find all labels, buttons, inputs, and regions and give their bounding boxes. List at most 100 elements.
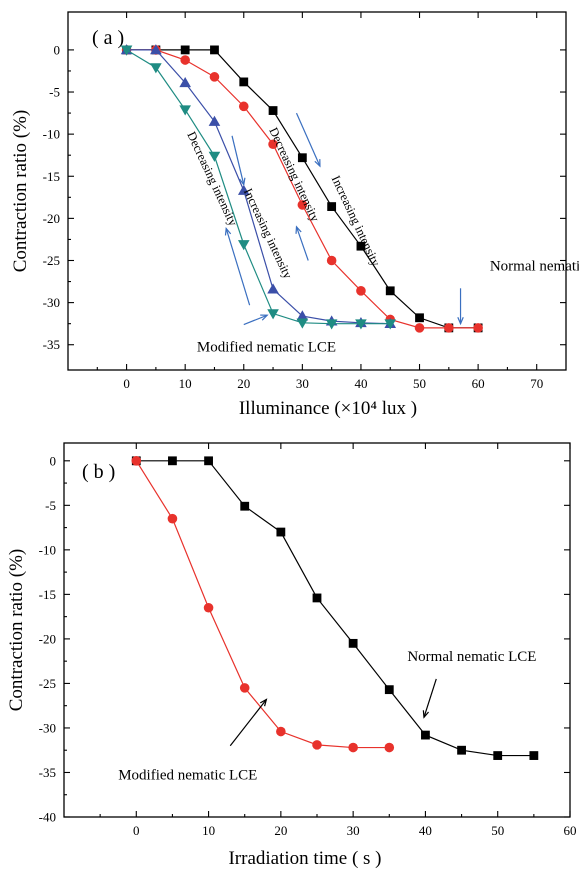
data-point <box>203 602 214 613</box>
arrow-head <box>260 314 269 321</box>
x-tick-label: 20 <box>237 376 250 391</box>
data-point <box>240 501 250 511</box>
series-0 <box>131 456 539 760</box>
increase-arrow-modified <box>231 135 246 187</box>
annotation-label: Decreasing intensity <box>266 125 322 224</box>
x-axis-title: Illuminance (×10⁴ lux ) <box>239 398 417 419</box>
x-tick-label: 10 <box>202 823 215 838</box>
data-point <box>529 751 539 760</box>
annotation-label: Normal nematic LCE <box>490 259 579 275</box>
pointer-modified <box>243 314 269 326</box>
y-tick-label: -15 <box>39 587 56 602</box>
arrow-shaft <box>295 226 309 261</box>
data-point <box>384 742 395 753</box>
data-point <box>356 286 366 296</box>
data-point <box>296 318 309 329</box>
y-tick-label: 0 <box>50 453 57 468</box>
y-tick-label: -15 <box>43 169 60 184</box>
arrow-head <box>457 316 464 326</box>
x-tick-label: 30 <box>347 823 360 838</box>
series-line <box>126 49 391 325</box>
data-point <box>238 101 249 112</box>
arrow-head <box>422 710 430 719</box>
data-point <box>296 310 309 321</box>
decrease-arrow-modified <box>224 227 251 306</box>
annotation-label: Decreasing intensity <box>184 129 240 228</box>
panel-a: 0 10 20 30 40 50 60 70 0 -5 -10 -15 -20 -25 -30 -35 Illu… <box>10 11 579 419</box>
data-point <box>384 685 394 695</box>
x-tick-label: 70 <box>530 376 543 391</box>
data-point <box>239 77 249 87</box>
annotation-label: Normal nematic LCE <box>407 649 536 665</box>
data-point <box>179 76 191 88</box>
pointer-modified <box>229 698 268 747</box>
x-tick-label: 50 <box>413 376 426 391</box>
x-tick-label: 60 <box>564 823 577 838</box>
arrow-shaft <box>243 314 268 326</box>
x-tick-label: 50 <box>491 823 504 838</box>
panel-b: 0 10 20 30 40 50 60 0 -5 -10 -15 -20 -25 -30 -35 -40 Irr… <box>6 442 577 869</box>
data-point <box>210 45 219 55</box>
plot-frame <box>63 442 571 818</box>
annotation-label: Increasing intensity <box>329 173 384 269</box>
x-tick-label: 0 <box>123 376 130 391</box>
data-point <box>179 105 191 116</box>
series-line <box>135 460 390 749</box>
x-axis-title: Irradiation time ( s ) <box>228 848 381 869</box>
x-tick-label: 40 <box>354 376 367 391</box>
series-line <box>136 460 534 757</box>
y-axis-title: Contraction ratio (%) <box>10 110 31 273</box>
data-point <box>167 513 178 524</box>
y-tick-label: -5 <box>49 85 60 100</box>
decrease-arrow-normal <box>295 225 309 261</box>
data-point <box>267 309 279 320</box>
panel-label: ( b ) <box>82 461 115 483</box>
pointer-normal <box>422 678 437 719</box>
plot-frame <box>67 11 567 371</box>
data-point <box>204 456 213 466</box>
data-point <box>348 638 358 648</box>
data-point <box>385 286 395 296</box>
annotation-label: Increasing intensity <box>241 186 296 282</box>
data-point <box>131 456 142 466</box>
data-point <box>415 313 424 323</box>
data-point <box>150 44 162 55</box>
data-point <box>268 139 278 150</box>
x-tick-label: 10 <box>179 376 192 391</box>
data-point <box>325 319 338 330</box>
series-1 <box>131 456 395 753</box>
arrow-shaft <box>295 112 321 167</box>
data-point <box>150 63 162 74</box>
y-tick-label: -20 <box>43 211 60 226</box>
arrow-shaft <box>423 678 437 718</box>
series-line <box>126 49 391 325</box>
arrow-head <box>259 698 268 707</box>
data-point <box>208 115 221 126</box>
annotation-label: Modified nematic LCE <box>118 768 257 784</box>
data-point <box>180 55 190 65</box>
data-point <box>237 184 250 195</box>
data-point <box>297 200 308 210</box>
y-tick-label: -25 <box>43 253 60 268</box>
data-point <box>268 106 278 115</box>
y-tick-label: -25 <box>39 676 56 691</box>
data-point <box>348 742 358 753</box>
y-tick-label: -35 <box>39 765 56 780</box>
data-point <box>327 202 337 211</box>
x-tick-label: 40 <box>419 823 432 838</box>
x-tick-label: 20 <box>274 823 287 838</box>
data-point <box>473 323 483 333</box>
arrow-head <box>314 159 321 168</box>
data-point <box>312 593 322 603</box>
series-3 <box>120 45 397 330</box>
x-tick-label: 0 <box>133 823 140 838</box>
pointer-normal <box>457 288 464 326</box>
panel-label: ( a ) <box>92 27 124 49</box>
data-point <box>208 151 221 162</box>
arrow-shaft <box>231 135 245 185</box>
y-tick-label: 0 <box>54 42 61 57</box>
y-tick-label: -30 <box>39 720 56 735</box>
y-tick-label: -30 <box>43 295 60 310</box>
y-tick-label: -5 <box>45 498 56 513</box>
